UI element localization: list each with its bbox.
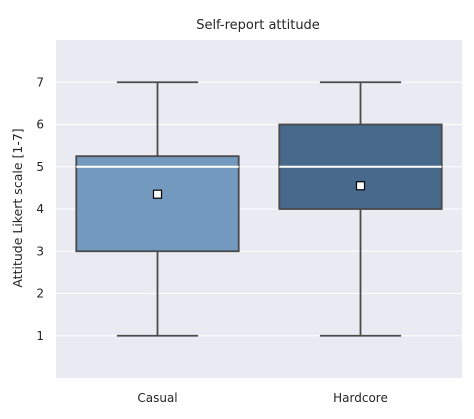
box-hardcore: [278, 81, 443, 337]
y-tick-label: 6: [36, 118, 44, 132]
y-tick-label: 4: [36, 202, 44, 216]
x-tick-labels: Casual Hardcore: [137, 391, 388, 405]
y-tick-label: 2: [36, 287, 44, 301]
x-tick-label-casual: Casual: [137, 391, 177, 405]
boxes: [75, 81, 443, 337]
y-tick-label: 7: [36, 75, 44, 89]
chart-title: Self-report attitude: [196, 18, 320, 33]
iqr-box: [75, 155, 240, 253]
mean-marker: [355, 181, 366, 191]
y-tick-label: 3: [36, 244, 44, 258]
y-tick-label: 1: [36, 329, 44, 343]
y-axis-label: Attitude Likert scale [1-7]: [10, 128, 25, 287]
y-tick-label: 5: [36, 160, 44, 174]
box-casual: [75, 81, 240, 337]
x-tick-label-hardcore: Hardcore: [333, 391, 388, 405]
mean-marker: [152, 189, 163, 199]
y-tick-labels: 1 2 3 4 5 6 7: [36, 75, 44, 343]
